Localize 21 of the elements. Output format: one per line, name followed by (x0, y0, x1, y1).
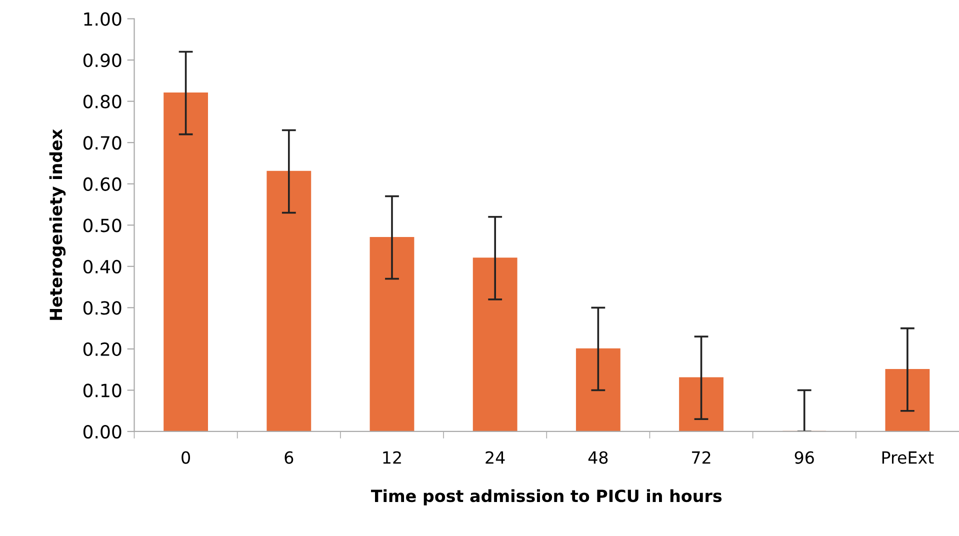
x-tick-label: 6 (284, 451, 294, 464)
y-axis-title: Heterogeniety index (49, 129, 66, 320)
x-tick-label: 72 (692, 451, 710, 464)
y-tick-label: 0.20 (83, 342, 122, 356)
x-tick-label: 96 (794, 451, 814, 464)
x-tick-label: 24 (486, 451, 505, 464)
y-tick-label: 0.80 (83, 94, 122, 108)
y-tick-label: 0.30 (83, 301, 122, 315)
y-tick-label: 0.50 (83, 218, 122, 232)
x-tick-label: PreExt (882, 451, 934, 464)
y-tick-label: 0.60 (83, 177, 122, 191)
y-tick-label: 0.40 (83, 260, 122, 274)
y-tick-label: 0.90 (83, 53, 122, 68)
x-tick-label: 48 (588, 451, 608, 464)
y-tick-label: 1.00 (84, 12, 122, 26)
x-tick-label: 0 (182, 451, 190, 464)
x-tick-label: 12 (383, 451, 401, 464)
y-tick-label: 0.70 (83, 136, 122, 150)
y-tick-label: 0.10 (83, 384, 122, 398)
y-tick-label: 0.00 (83, 424, 122, 439)
x-axis-title: Time post admission to PICU in hours (370, 489, 722, 506)
